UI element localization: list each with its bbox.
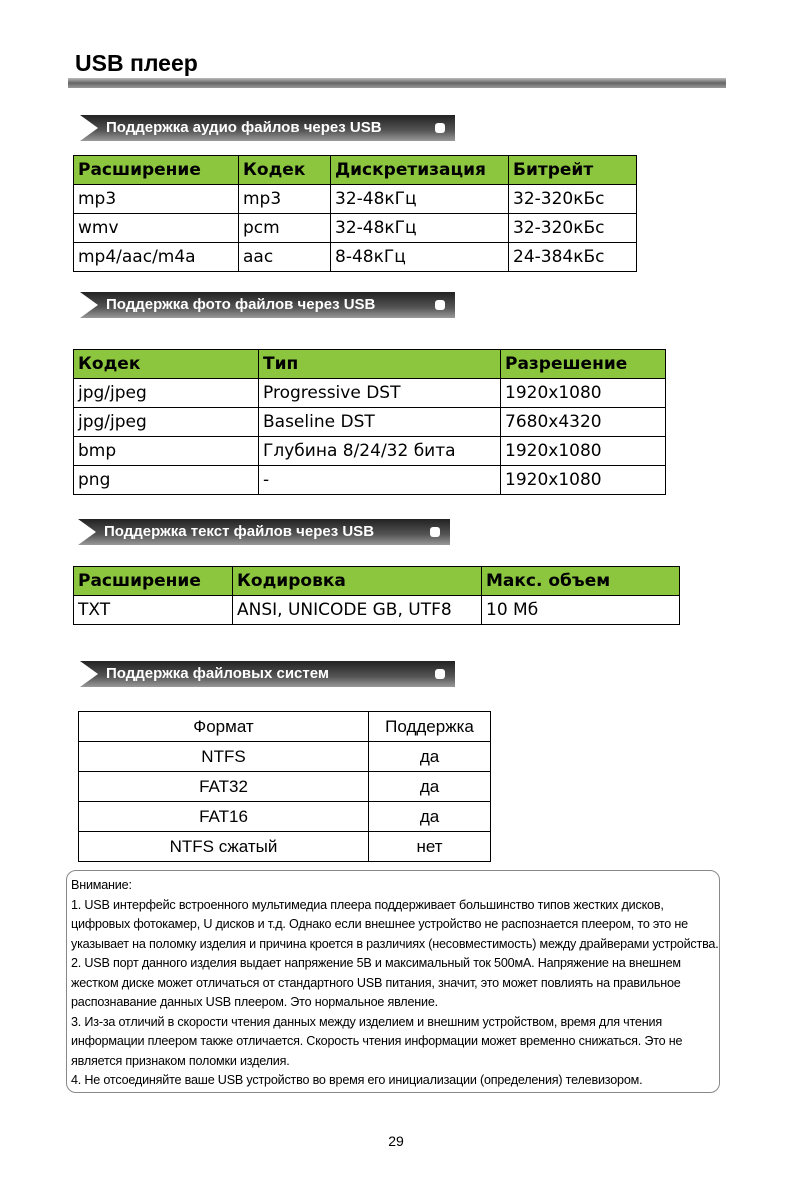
table-cell: 24-384кБс: [508, 242, 637, 272]
note-line: цифровых фотокамер, U дисков и т.д. Одна…: [71, 917, 688, 931]
table-cell: mp3: [238, 184, 331, 214]
title-divider: [68, 78, 726, 88]
table-row: NTFS да: [78, 741, 491, 772]
table-cell: jpg/jpeg: [73, 407, 259, 437]
arrow-icon: [80, 115, 98, 141]
column-header: Дискретизация: [330, 155, 509, 185]
text-section-banner: Поддержка текст файлов через USB: [78, 519, 450, 545]
note-line: 4. Не отсоединяйте ваше USB устройство в…: [71, 1073, 643, 1087]
table-cell: да: [368, 741, 491, 772]
column-header: Формат: [78, 711, 369, 742]
filesystem-table: Формат Поддержка NTFS да FAT32 да FAT16 да NTFS …: [78, 711, 491, 862]
table-cell: Глубина 8/24/32 бита: [258, 436, 501, 466]
banner-label: Поддержка текст файлов через USB: [104, 523, 375, 540]
table-cell: NTFS сжатый: [78, 831, 369, 862]
square-icon: [430, 527, 440, 537]
column-header: Кодек: [73, 349, 259, 379]
attention-note: Внимание: 1. USB интерфейс встроенного му…: [66, 870, 720, 1093]
table-cell: bmp: [73, 436, 259, 466]
banner-label: Поддержка фото файлов через USB: [106, 296, 376, 313]
header-row: Расширение Кодек Дискретизация Битрейт: [73, 155, 637, 185]
audio-section-banner: Поддержка аудио файлов через USB: [80, 115, 455, 141]
table-cell: 1920x1080: [500, 378, 666, 408]
table-row: NTFS сжатый нет: [78, 831, 491, 862]
note-line: 1. USB интерфейс встроенного мультимедиа…: [71, 897, 664, 912]
table-row: mp4/aac/m4a aac 8-48кГц 24-384кБс: [73, 242, 637, 272]
table-cell: Baseline DST: [258, 407, 501, 437]
table-cell: FAT16: [78, 801, 369, 832]
note-line: 3. Из-за отличий в скорости чтения данны…: [71, 1014, 662, 1029]
table-cell: да: [368, 771, 491, 802]
header-row: Формат Поддержка: [78, 711, 491, 742]
note-line: является признаком поломки изделия.: [71, 1053, 290, 1068]
column-header: Кодировка: [232, 566, 482, 596]
text-table: Расширение Кодировка Макс. объем TXT ANSI, U…: [73, 566, 680, 625]
table-cell: 1920x1080: [500, 436, 666, 466]
note-line: указывает на поломку изделия и причина к…: [71, 936, 719, 951]
page-number: 29: [388, 1133, 404, 1149]
fs-section-banner: Поддержка файловых систем: [80, 661, 455, 687]
column-header: Битрейт: [508, 155, 637, 185]
note-line: жестком диске может отличаться от станда…: [71, 975, 681, 990]
note-line: Внимание:: [71, 878, 132, 892]
column-header: Расширение: [73, 566, 233, 596]
table-cell: mp3: [73, 184, 239, 214]
table-cell: -: [258, 465, 501, 495]
table-cell: 32-320кБс: [508, 213, 637, 243]
table-row: jpg/jpeg Progressive DST 1920x1080: [73, 378, 666, 408]
table-cell: да: [368, 801, 491, 832]
table-cell: aac: [238, 242, 331, 272]
arrow-icon: [80, 292, 98, 318]
table-cell: 1920x1080: [500, 465, 666, 495]
header-row: Расширение Кодировка Макс. объем: [73, 566, 680, 596]
table-cell: wmv: [73, 213, 239, 243]
table-cell: pcm: [238, 213, 331, 243]
column-header: Тип: [258, 349, 501, 379]
table-row: bmp Глубина 8/24/32 бита 1920x1080: [73, 436, 666, 466]
table-row: FAT32 да: [78, 771, 491, 802]
banner-label: Поддержка файловых систем: [106, 665, 329, 682]
column-header: Расширение: [73, 155, 239, 185]
table-cell: mp4/aac/m4a: [73, 242, 239, 272]
table-cell: 7680x4320: [500, 407, 666, 437]
banner-label: Поддержка аудио файлов через USB: [106, 119, 382, 136]
audio-table: Расширение Кодек Дискретизация Битрейт mp3 mp…: [73, 155, 637, 272]
table-row: TXT ANSI, UNICODE GB, UTF8 10 Мб: [73, 595, 680, 625]
table-row: mp3 mp3 32-48кГц 32-320кБс: [73, 184, 637, 214]
table-cell: 32-48кГц: [330, 184, 509, 214]
table-cell: 32-48кГц: [330, 213, 509, 243]
table-cell: NTFS: [78, 741, 369, 772]
table-row: FAT16 да: [78, 801, 491, 832]
column-header: Макс. объем: [481, 566, 680, 596]
square-icon: [435, 300, 445, 310]
note-line: 2. USB порт данного изделия выдает напря…: [71, 956, 681, 970]
column-header: Разрешение: [500, 349, 666, 379]
note-line: информации плеером также отличается. Ско…: [71, 1034, 683, 1048]
table-row: wmv pcm 32-48кГц 32-320кБс: [73, 213, 637, 243]
header-row: Кодек Тип Разрешение: [73, 349, 666, 379]
page-title: USB плеер: [75, 50, 198, 76]
table-cell: TXT: [73, 595, 233, 625]
table-cell: jpg/jpeg: [73, 378, 259, 408]
note-line: распознавание данных USB плеером. Это но…: [71, 995, 438, 1009]
square-icon: [435, 123, 445, 133]
table-cell: нет: [368, 831, 491, 862]
table-row: jpg/jpeg Baseline DST 7680x4320: [73, 407, 666, 437]
arrow-icon: [78, 519, 96, 545]
arrow-icon: [80, 661, 98, 687]
column-header: Кодек: [238, 155, 331, 185]
table-cell: Progressive DST: [258, 378, 501, 408]
table-cell: 8-48кГц: [330, 242, 509, 272]
table-cell: 32-320кБс: [508, 184, 637, 214]
table-cell: png: [73, 465, 259, 495]
table-cell: ANSI, UNICODE GB, UTF8: [232, 595, 482, 625]
photo-section-banner: Поддержка фото файлов через USB: [80, 292, 455, 318]
column-header: Поддержка: [368, 711, 491, 742]
table-cell: FAT32: [78, 771, 369, 802]
table-cell: 10 Мб: [481, 595, 680, 625]
table-row: png -1920x1080: [73, 465, 666, 495]
square-icon: [435, 669, 445, 679]
photo-table: Кодек Тип Разрешение jpg/jpeg Progressive DS…: [73, 349, 666, 495]
